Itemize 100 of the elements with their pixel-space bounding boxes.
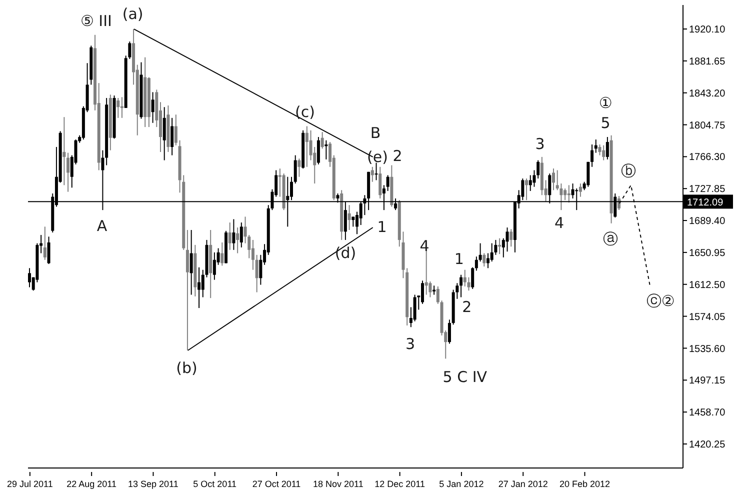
y-tick-label: 1881.65 (689, 56, 726, 68)
candlestick (66, 152, 70, 192)
candlestick (421, 280, 424, 304)
candlestick (198, 266, 201, 309)
candlestick (424, 249, 428, 296)
candlestick (151, 92, 154, 124)
candlestick (578, 182, 582, 198)
y-tick-label: 1574.05 (689, 312, 726, 323)
candlestick (506, 226, 509, 252)
annotation: ⓐ (603, 230, 618, 248)
candlestick (28, 268, 31, 288)
annotation: 2 (392, 147, 402, 165)
candlestick (567, 184, 570, 204)
candlestick (116, 97, 120, 118)
candlestick (174, 114, 178, 146)
candlestick (498, 238, 502, 255)
candlestick (471, 266, 474, 290)
candlestick (190, 229, 193, 296)
annotation: 3 (405, 335, 415, 353)
candlestick (294, 154, 297, 184)
annotation: (d) (334, 244, 356, 262)
y-tick-label: 1650.95 (689, 248, 726, 259)
x-tick-label: 27 Jan 2012 (498, 479, 548, 489)
candlestick (170, 117, 174, 156)
candlestick (436, 286, 440, 304)
candlestick (460, 274, 463, 298)
ref-line-label: 1712.09 (687, 198, 724, 209)
annotation: A (96, 217, 108, 235)
annotation: 3 (535, 135, 545, 153)
candlestick (324, 140, 328, 160)
candlestick (220, 242, 224, 266)
candlestick (320, 132, 324, 150)
x-tick-label: 13 Sep 2011 (128, 479, 178, 489)
annotation: ① (598, 94, 612, 112)
annotation: B (370, 124, 381, 142)
candlestick (228, 222, 232, 250)
candlestick (448, 319, 451, 344)
candlestick (386, 174, 390, 192)
x-tick-label: 27 Oct 2011 (252, 479, 301, 489)
candlestick (606, 136, 609, 160)
annotation: 4 (420, 237, 430, 255)
annotation: (b) (176, 359, 198, 377)
y-tick-label: 1497.15 (689, 376, 726, 387)
candlestick (374, 162, 378, 181)
x-tick-label: 5 Oct 2011 (193, 479, 237, 489)
candlestick (162, 106, 166, 161)
y-tick-label: 1843.20 (689, 88, 726, 100)
annotation: (a) (122, 5, 144, 23)
candlestick (482, 252, 486, 268)
annotation: 1 (454, 250, 464, 268)
candlestick (352, 216, 355, 228)
annotation: (e) (366, 148, 388, 166)
candlestick (316, 136, 320, 165)
candlestick (590, 144, 594, 168)
candlestick (552, 168, 555, 191)
candlestick (62, 116, 66, 186)
candlestick (586, 161, 590, 188)
candlestick (251, 239, 254, 270)
annotation: 4 (554, 214, 564, 232)
candlestick (255, 254, 258, 293)
candlestick (532, 170, 536, 188)
annotation: ⓑ (621, 162, 636, 180)
annotation: 5 (600, 114, 610, 132)
annotation: (c) (295, 103, 316, 121)
candlestick (212, 252, 216, 280)
y-tick-label: 1458.70 (689, 408, 726, 419)
annotation: 2 (462, 298, 472, 316)
candlestick (525, 178, 528, 201)
candlestick (536, 160, 540, 180)
annotation: ⓒ② (646, 292, 675, 310)
y-tick-label: 1689.40 (689, 216, 726, 228)
candlestick (594, 138, 598, 154)
candlestick (490, 242, 494, 262)
candlestick (348, 204, 351, 230)
candlestick (463, 269, 466, 287)
y-tick-label: 1766.30 (689, 152, 726, 164)
candlestick (598, 144, 602, 156)
y-tick-label: 1420.25 (689, 440, 726, 451)
y-tick-label: 1612.50 (689, 280, 726, 291)
x-tick-label: 12 Dec 2011 (374, 479, 425, 489)
candlestick (564, 188, 567, 201)
candlestick (478, 242, 482, 262)
candlestick (120, 96, 124, 118)
candlestick (378, 166, 382, 199)
candlestick (305, 126, 308, 168)
candlestick (298, 158, 301, 178)
candlestick (186, 229, 189, 351)
candlestick (432, 285, 436, 296)
candlestick (602, 144, 606, 161)
annotation: ⑤ III (80, 12, 112, 30)
candlestick (236, 226, 240, 254)
y-tick-label: 1804.75 (689, 120, 726, 132)
x-tick-label: 18 Nov 2011 (312, 479, 364, 489)
candlestick (240, 222, 243, 248)
y-tick-label: 1920.10 (689, 24, 726, 36)
candlestick (259, 254, 262, 286)
x-tick-label: 29 Jul 2011 (6, 479, 53, 489)
candlestick (232, 218, 236, 250)
candlestick (486, 252, 490, 269)
candlestick (510, 228, 513, 248)
